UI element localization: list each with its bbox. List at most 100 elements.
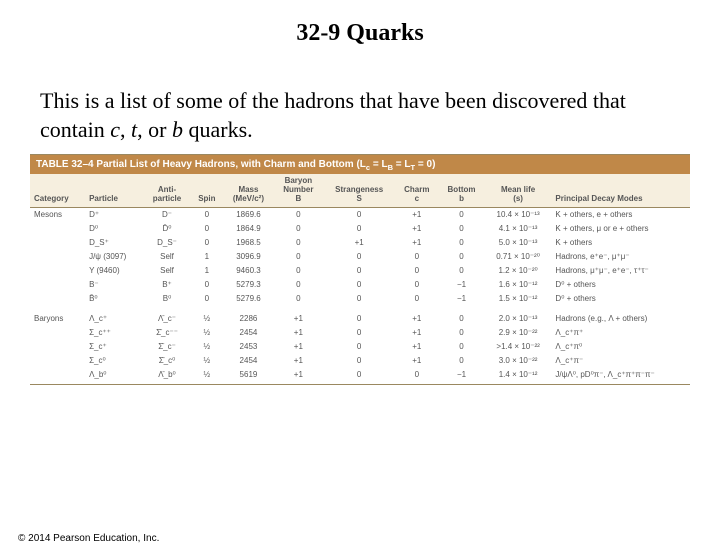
table-row: Σ_c⁰Σ̄_c⁰½2454+10+103.0 × 10⁻²²Λ_c⁺π⁻: [30, 354, 690, 368]
table-row: BaryonsΛ_c⁺Λ̄_c⁻½2286+10+102.0 × 10⁻¹³Ha…: [30, 306, 690, 326]
cell-decay: Λ_c⁺π⁰: [551, 340, 690, 354]
cell-mass: 1869.6: [223, 207, 273, 222]
cell-cat: [30, 292, 85, 306]
cell-c: +1: [395, 207, 438, 222]
cell-spin: 0: [191, 278, 224, 292]
col-meanlife: Mean life(s): [485, 174, 552, 207]
cell-cat: [30, 222, 85, 236]
col-spin: Spin: [191, 174, 224, 207]
cell-decay: K + others: [551, 236, 690, 250]
cell-c: 0: [395, 278, 438, 292]
cell-cat: [30, 340, 85, 354]
cell-cat: [30, 368, 85, 382]
cell-c: +1: [395, 354, 438, 368]
caption-rest: Partial List of Heavy Hadrons, with Char…: [94, 159, 366, 170]
cell-life: 10.4 × 10⁻¹³: [485, 207, 552, 222]
cell-life: 2.9 × 10⁻²²: [485, 326, 552, 340]
table-row: D_S⁺D_S⁻01968.50+1+105.0 × 10⁻¹³K + othe…: [30, 236, 690, 250]
cell-spin: 0: [191, 292, 224, 306]
caption-end: = 0): [415, 159, 435, 170]
cell-S: 0: [323, 306, 395, 326]
body-em3: b: [172, 117, 183, 142]
table-body: MesonsD⁺D⁻01869.600+1010.4 × 10⁻¹³K + ot…: [30, 207, 690, 382]
cell-cat: Baryons: [30, 306, 85, 326]
table-caption: TABLE 32–4 Partial List of Heavy Hadrons…: [30, 155, 690, 174]
body-tail: quarks.: [183, 117, 253, 142]
cell-ap: Λ̄_c⁻: [143, 306, 190, 326]
cell-p: Σ_c⁰: [85, 354, 143, 368]
cell-p: Y (9460): [85, 264, 143, 278]
cell-p: J/ψ (3097): [85, 250, 143, 264]
cell-ap: B⁺: [143, 278, 190, 292]
cell-b: 0: [438, 306, 484, 326]
cell-S: 0: [323, 207, 395, 222]
cell-S: 0: [323, 250, 395, 264]
col-strangeness: StrangenessS: [323, 174, 395, 207]
cell-b: −1: [438, 278, 484, 292]
cell-mass: 9460.3: [223, 264, 273, 278]
cell-c: +1: [395, 236, 438, 250]
cell-cat: Mesons: [30, 207, 85, 222]
cell-mass: 3096.9: [223, 250, 273, 264]
cell-life: 3.0 × 10⁻²²: [485, 354, 552, 368]
cell-spin: 0: [191, 236, 224, 250]
col-antiparticle: Anti-particle: [143, 174, 190, 207]
cell-b: 0: [438, 250, 484, 264]
hadron-table: TABLE 32–4 Partial List of Heavy Hadrons…: [30, 154, 690, 384]
cell-mass: 5619: [223, 368, 273, 382]
cell-mass: 2453: [223, 340, 273, 354]
table-row: Λ_b⁰Λ̄_b⁰½5619+100−11.4 × 10⁻¹²J/ψΛ⁰, pD…: [30, 368, 690, 382]
cell-S: 0: [323, 278, 395, 292]
cell-c: 0: [395, 250, 438, 264]
cell-ap: Self: [143, 250, 190, 264]
cell-b: 0: [438, 236, 484, 250]
col-category: Category: [30, 174, 85, 207]
col-charm: Charmc: [395, 174, 438, 207]
cell-ap: Σ̄_c⁻: [143, 340, 190, 354]
cell-ap: D_S⁻: [143, 236, 190, 250]
cell-B: +1: [274, 368, 323, 382]
cell-B: +1: [274, 306, 323, 326]
cell-cat: [30, 250, 85, 264]
cell-decay: D⁰ + others: [551, 292, 690, 306]
cell-mass: 2454: [223, 326, 273, 340]
cell-S: 0: [323, 340, 395, 354]
cell-life: 0.71 × 10⁻²⁰: [485, 250, 552, 264]
cell-life: 1.2 × 10⁻²⁰: [485, 264, 552, 278]
cell-decay: Hadrons, e⁺e⁻, μ⁺μ⁻: [551, 250, 690, 264]
cell-B: 0: [274, 292, 323, 306]
cell-b: −1: [438, 292, 484, 306]
cell-p: D_S⁺: [85, 236, 143, 250]
cell-p: D⁰: [85, 222, 143, 236]
col-bottom: Bottomb: [438, 174, 484, 207]
cell-life: 1.6 × 10⁻¹²: [485, 278, 552, 292]
cell-spin: 0: [191, 222, 224, 236]
cell-c: +1: [395, 326, 438, 340]
col-mass: Mass(MeV/c²): [223, 174, 273, 207]
cell-cat: [30, 354, 85, 368]
cell-S: +1: [323, 236, 395, 250]
table-row: MesonsD⁺D⁻01869.600+1010.4 × 10⁻¹³K + ot…: [30, 207, 690, 222]
cell-mass: 1864.9: [223, 222, 273, 236]
cell-cat: [30, 264, 85, 278]
table-row: D⁰D̄⁰01864.900+104.1 × 10⁻¹³K + others, …: [30, 222, 690, 236]
cell-spin: ½: [191, 306, 224, 326]
cell-B: 0: [274, 236, 323, 250]
body-text: This is a list of some of the hadrons th…: [40, 87, 680, 144]
cell-b: 0: [438, 222, 484, 236]
cell-ap: Σ̄_c⁻⁻: [143, 326, 190, 340]
cell-S: 0: [323, 222, 395, 236]
cell-S: 0: [323, 264, 395, 278]
caption-mid2: = L: [393, 159, 411, 170]
cell-c: +1: [395, 222, 438, 236]
cell-c: +1: [395, 340, 438, 354]
body-sep2: , or: [137, 117, 172, 142]
cell-cat: [30, 236, 85, 250]
cell-mass: 1968.5: [223, 236, 273, 250]
cell-ap: Σ̄_c⁰: [143, 354, 190, 368]
cell-b: 0: [438, 340, 484, 354]
cell-spin: ½: [191, 354, 224, 368]
cell-c: 0: [395, 292, 438, 306]
cell-p: B̄⁰: [85, 292, 143, 306]
cell-mass: 2454: [223, 354, 273, 368]
